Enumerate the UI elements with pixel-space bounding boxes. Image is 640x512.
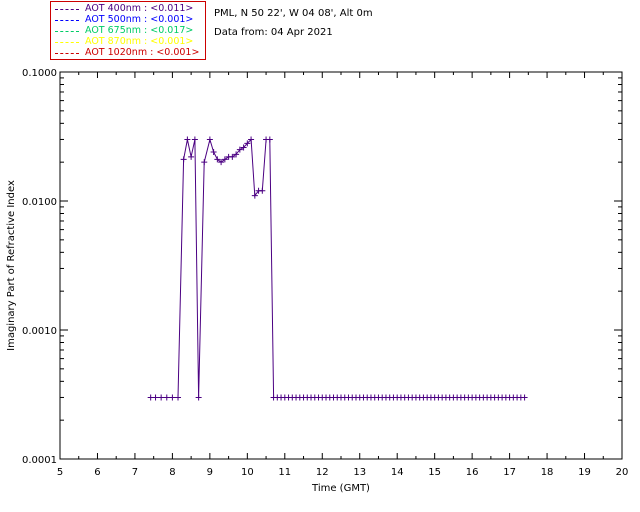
x-tick-label: 12: [316, 467, 329, 478]
data-point: [259, 187, 266, 194]
data-point: [251, 192, 258, 199]
x-tick-label: 9: [207, 467, 213, 478]
data-point: [233, 151, 240, 158]
x-axis-title: Time (GMT): [311, 483, 370, 494]
y-tick-label: 0.0010: [22, 326, 57, 337]
x-tick-label: 20: [616, 467, 629, 478]
data-point: [214, 156, 221, 163]
legend-label: AOT 675nm : <0.017>: [85, 25, 194, 36]
legend-label: AOT 400nm : <0.011>: [85, 3, 194, 14]
data-point: [244, 140, 251, 147]
data-point: [221, 156, 228, 163]
plot-border: [59, 71, 623, 460]
plot-area: [59, 71, 623, 460]
data-point: [188, 153, 195, 160]
data-point: [266, 136, 273, 143]
data-point: [229, 153, 236, 160]
y-tick-label: 0.0001: [22, 455, 57, 466]
y-tick-label: 0.1000: [22, 68, 57, 79]
data-point: [195, 394, 202, 401]
y-tick-label: 0.0100: [22, 197, 57, 208]
x-tick-label: 11: [278, 467, 291, 478]
axis-ticks: [59, 71, 623, 460]
data-point: [210, 148, 217, 155]
series-line: [150, 137, 525, 398]
x-tick-label: 6: [94, 467, 100, 478]
data-point: [218, 159, 225, 166]
data-point: [206, 136, 213, 143]
series-0: [147, 136, 528, 401]
data-point: [184, 136, 191, 143]
x-tick-label: 14: [391, 467, 404, 478]
series-layer: [147, 136, 528, 401]
data-point: [236, 146, 243, 153]
data-point: [180, 156, 187, 163]
x-tick-label: 5: [57, 467, 63, 478]
legend-swatch: [55, 31, 79, 32]
data-point: [240, 144, 247, 151]
data-point: [158, 394, 165, 401]
x-tick-label: 15: [428, 467, 441, 478]
legend: AOT 400nm : <0.011> AOT 500nm : <0.001> …: [50, 1, 206, 60]
legend-swatch: [55, 42, 79, 43]
legend-swatch: [55, 53, 79, 54]
x-tick-label: 17: [503, 467, 516, 478]
legend-label: AOT 1020nm : <0.001>: [85, 47, 200, 58]
legend-swatch: [55, 9, 79, 10]
data-point: [191, 136, 198, 143]
data-point: [248, 136, 255, 143]
x-tick-label: 19: [578, 467, 591, 478]
x-tick-label: 7: [132, 467, 138, 478]
data-point: [163, 394, 170, 401]
data-point: [201, 159, 208, 166]
x-tick-label: 13: [353, 467, 366, 478]
y-axis-title: Imaginary Part of Refractive Index: [6, 180, 17, 351]
legend-label: AOT 500nm : <0.001>: [85, 14, 194, 25]
data-point: [521, 394, 528, 401]
x-tick-label: 16: [466, 467, 479, 478]
legend-swatch: [55, 20, 79, 21]
data-point: [152, 394, 159, 401]
x-tick-labels: 5 6 7 8 9 10 11 12 13 14 15 16 17 18 19 20: [57, 467, 629, 478]
x-tick-label: 8: [169, 467, 175, 478]
date-info: Data from: 04 Apr 2021: [214, 27, 333, 38]
legend-label: AOT 870nm : <0.001>: [85, 36, 194, 47]
data-point: [169, 394, 176, 401]
x-tick-label: 10: [241, 467, 254, 478]
x-tick-label: 18: [541, 467, 554, 478]
site-info: PML, N 50 22', W 04 08', Alt 0m: [214, 8, 373, 19]
data-point: [175, 394, 182, 401]
y-tick-labels: 0.0001 0.0010 0.0100 0.1000: [22, 68, 57, 466]
